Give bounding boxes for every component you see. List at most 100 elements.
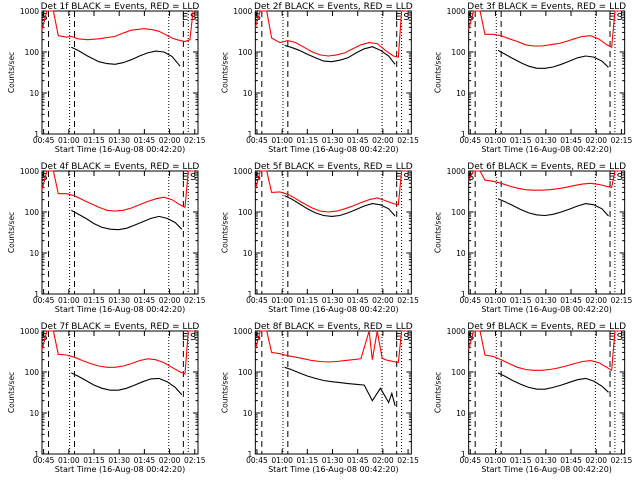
- y-axis-label: Counts/sec: [7, 212, 16, 253]
- lld-series-line: [41, 10, 195, 43]
- event-marker-s: S: [255, 332, 261, 343]
- x-tick-label: 01:45: [347, 296, 369, 305]
- y-tick-label: 100: [451, 208, 466, 217]
- x-axis-label: Start Time (16-Aug-08 00:42:20): [481, 305, 612, 314]
- x-tick-label: 01:45: [134, 136, 156, 145]
- x-tick-label: 02:00: [159, 136, 181, 145]
- x-tick-label: 02:15: [184, 136, 206, 145]
- x-tick-label: 00:45: [246, 136, 268, 145]
- y-axis-label: Counts/sec: [7, 52, 16, 93]
- x-axis-label: Start Time (16-Aug-08 00:42:20): [268, 305, 399, 314]
- plot-frame: [41, 10, 199, 135]
- x-tick-label: 02:15: [611, 296, 633, 305]
- event-marker-e: E: [608, 332, 614, 343]
- chart-panel-3: Det 3f BLACK = Events, RED = LLD 1 10 100 10…: [434, 2, 633, 154]
- y-axis-label: Counts/sec: [220, 212, 229, 253]
- x-tick-label: 01:15: [297, 456, 319, 465]
- y-tick-label: 1: [461, 290, 466, 299]
- x-tick-label: 01:00: [485, 136, 507, 145]
- x-tick-label: 01:30: [535, 136, 557, 145]
- y-tick-label: 1000: [447, 327, 466, 336]
- chart-panel-7: Det 7f BLACK = Events, RED = LLD 1 10 100 10…: [7, 322, 206, 474]
- x-tick-label: 02:00: [585, 456, 607, 465]
- y-tick-label: 10: [243, 409, 253, 418]
- y-tick-label: 10: [243, 249, 253, 258]
- y-axis-label: Counts/sec: [220, 372, 229, 413]
- lld-series-line: [468, 330, 622, 372]
- x-tick-label: 01:00: [58, 456, 80, 465]
- chart-panel-8: Det 8f BLACK = Events, RED = LLD 1 10 100 10…: [220, 322, 419, 474]
- x-tick-label: 02:15: [397, 136, 419, 145]
- plot-frame: [41, 170, 199, 295]
- y-tick-label: 100: [25, 208, 40, 217]
- y-tick-label: 1000: [447, 7, 466, 16]
- lld-series-line: [41, 330, 195, 375]
- events-series-line: [497, 49, 609, 69]
- x-tick-label: 01:00: [271, 296, 293, 305]
- event-marker-e: E: [182, 332, 188, 343]
- lld-series-line: [468, 10, 622, 49]
- x-tick-label: 01:30: [535, 456, 557, 465]
- x-tick-label: 00:45: [459, 456, 481, 465]
- x-tick-label: 02:15: [397, 296, 419, 305]
- lld-series-line: [254, 170, 409, 213]
- x-tick-label: 00:45: [246, 456, 268, 465]
- x-tick-label: 00:45: [33, 136, 55, 145]
- y-tick-label: 10: [29, 409, 39, 418]
- events-series-line: [284, 44, 396, 65]
- event-marker-s: S: [190, 332, 196, 343]
- event-marker-e: E: [182, 172, 188, 183]
- x-tick-label: 01:15: [83, 296, 105, 305]
- event-marker-s: S: [255, 172, 261, 183]
- chart-title: Det 7f BLACK = Events, RED = LLD: [41, 322, 200, 332]
- x-tick-label: 01:30: [322, 136, 344, 145]
- x-tick-label: 01:15: [510, 456, 532, 465]
- y-tick-label: 10: [243, 89, 253, 98]
- y-tick-label: 1000: [233, 167, 252, 176]
- x-axis-label: Start Time (16-Aug-08 00:42:20): [55, 465, 186, 474]
- event-marker-s: S: [403, 12, 409, 23]
- y-tick-label: 1000: [20, 327, 39, 336]
- y-tick-label: 10: [456, 409, 466, 418]
- chart-panel-1: Det 1f BLACK = Events, RED = LLD 1 10 100 10…: [7, 2, 206, 154]
- x-tick-label: 01:45: [134, 456, 156, 465]
- chart-title: Det 5f BLACK = Events, RED = LLD: [254, 162, 413, 172]
- plot-frame: [468, 170, 626, 295]
- x-axis-label: Start Time (16-Aug-08 00:42:20): [55, 145, 186, 154]
- x-tick-label: 01:30: [108, 296, 130, 305]
- event-marker-e: E: [395, 332, 401, 343]
- y-tick-label: 1: [34, 290, 39, 299]
- y-tick-label: 1: [248, 290, 253, 299]
- lld-series-line: [254, 10, 409, 58]
- event-marker-e: E: [182, 12, 188, 23]
- event-marker-s: S: [41, 332, 47, 343]
- y-tick-label: 10: [456, 249, 466, 258]
- x-tick-label: 01:00: [271, 456, 293, 465]
- chart-panel-5: Det 5f BLACK = Events, RED = LLD 1 10 100 10…: [220, 162, 419, 314]
- y-axis-label: Counts/sec: [220, 52, 229, 93]
- x-tick-label: 01:30: [108, 456, 130, 465]
- event-marker-s: S: [617, 12, 623, 23]
- chart-panel-2: Det 2f BLACK = Events, RED = LLD 1 10 100 10…: [220, 2, 419, 154]
- plot-frame: [41, 330, 199, 455]
- events-series-line: [284, 195, 396, 217]
- chart-title: Det 8f BLACK = Events, RED = LLD: [254, 322, 413, 332]
- plot-frame: [254, 330, 412, 455]
- lld-series-line: [41, 170, 195, 212]
- x-tick-label: 02:00: [159, 296, 181, 305]
- event-marker-s: S: [190, 12, 196, 23]
- x-tick-label: 01:00: [485, 456, 507, 465]
- x-tick-label: 01:30: [535, 296, 557, 305]
- y-tick-label: 10: [29, 89, 39, 98]
- y-tick-label: 1000: [20, 167, 39, 176]
- event-marker-s: S: [41, 12, 47, 23]
- event-marker-e: E: [608, 172, 614, 183]
- plot-frame: [254, 10, 412, 135]
- events-series-line: [71, 209, 183, 231]
- plot-frame: [468, 330, 626, 455]
- y-axis-label: Counts/sec: [7, 372, 16, 413]
- y-tick-label: 10: [456, 89, 466, 98]
- y-tick-label: 100: [25, 48, 40, 57]
- events-series-line: [497, 198, 609, 217]
